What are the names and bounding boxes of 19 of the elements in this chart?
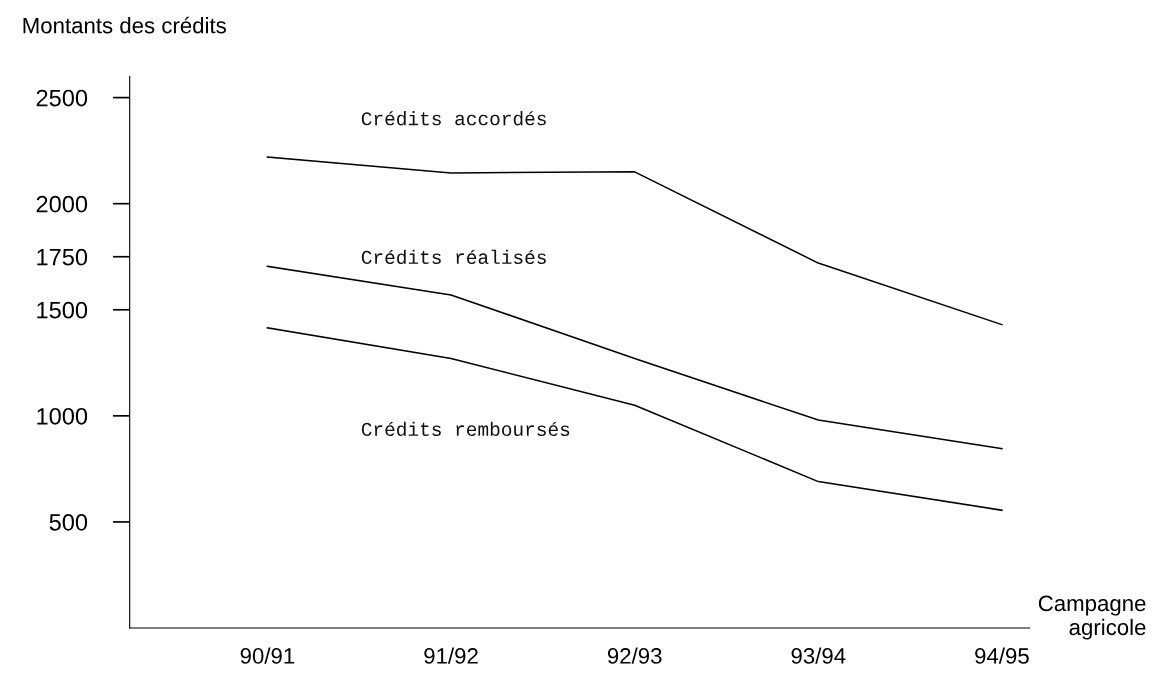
x-tick-label: 90/91 [240, 647, 295, 664]
y-tick-label: 500 [49, 513, 88, 531]
y-tick-label: 2000 [36, 195, 88, 213]
series-label: Crédits réalisés [361, 249, 546, 265]
text: Crédits accordés [361, 111, 546, 126]
line-series [266, 327, 1003, 512]
x-tick-label: 92/93 [607, 647, 662, 664]
line-series [266, 265, 1003, 450]
y-tick-label: 1000 [37, 407, 88, 425]
series-label: Crédits remboursés [361, 421, 570, 437]
y-tick-label: 1750 [37, 248, 88, 266]
x-tick-label: 91/92 [424, 647, 478, 664]
line-series [266, 156, 1003, 326]
x-axis-title: Campagne agricole [1038, 595, 1146, 640]
y-tick-label: 1500 [37, 301, 88, 319]
x-tick-label: 93/94 [791, 647, 846, 664]
x-tick-label: 94/95 [975, 647, 1029, 664]
y-tick-label: 2500 [36, 89, 88, 107]
y-axis-title: Montants des crédits [23, 16, 226, 34]
